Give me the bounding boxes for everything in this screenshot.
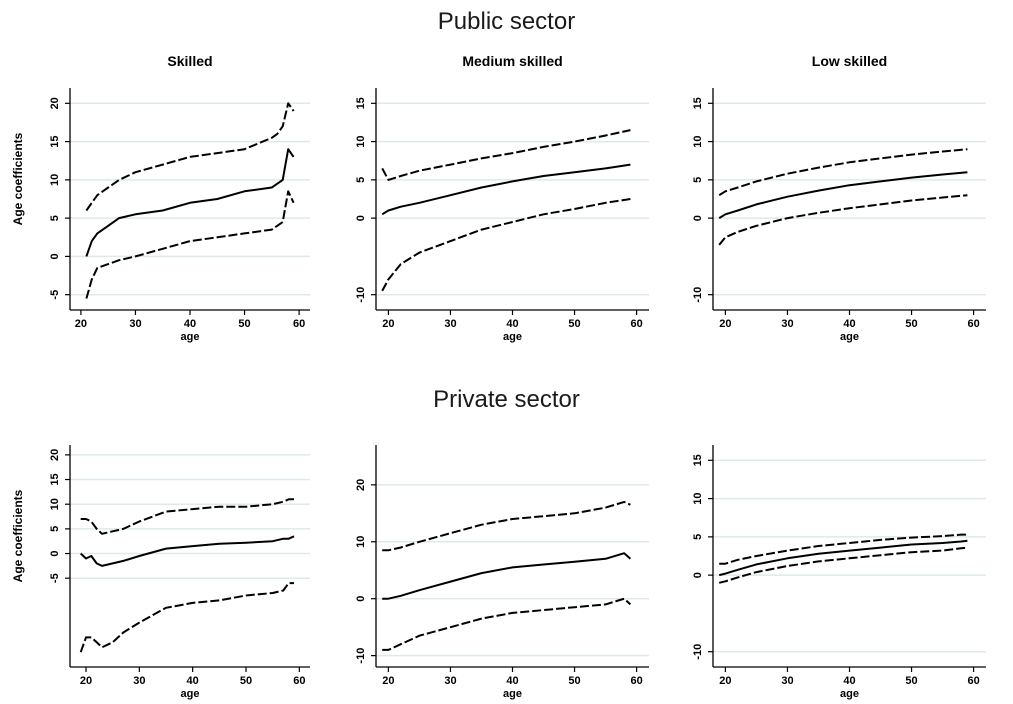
ytick-label-0-2: 5 xyxy=(49,215,61,221)
xtick-label-0-4: 60 xyxy=(293,318,305,330)
ytick-label-2-2: 5 xyxy=(692,177,704,183)
xtick-label-4-1: 30 xyxy=(444,675,456,687)
ytick-label-3-3: 10 xyxy=(49,498,61,510)
series-line-4-1 xyxy=(382,552,632,600)
xtick-label-3-2: 40 xyxy=(187,675,199,687)
ytick-label-3-4: 15 xyxy=(49,473,61,485)
xtick-label-1-0: 20 xyxy=(382,318,394,330)
xtick-label-4-2: 40 xyxy=(506,675,518,687)
xtick-label-0-0: 20 xyxy=(75,318,87,330)
ytick-label-1-0: -10 xyxy=(355,287,367,303)
panel-title-0: Skilled xyxy=(167,53,212,69)
panel-title-1: Medium skilled xyxy=(462,53,562,69)
series-line-4-0 xyxy=(382,500,631,552)
x-axis-label-3: age xyxy=(181,688,200,700)
ytick-label-0-0: -5 xyxy=(49,290,61,300)
series-line-5-2 xyxy=(718,546,968,584)
series-line-2-0 xyxy=(718,148,968,197)
x-axis-label-2: age xyxy=(840,331,859,343)
ytick-label-3-0: -5 xyxy=(49,573,61,583)
series-line-4-2 xyxy=(382,597,632,651)
x-axis-label-5: age xyxy=(840,688,859,700)
ytick-label-2-1: 0 xyxy=(692,215,704,221)
series-line-1-1 xyxy=(381,163,631,216)
series-line-0-2 xyxy=(85,190,295,299)
series-line-3-0 xyxy=(80,498,294,535)
xtick-label-5-3: 50 xyxy=(905,675,917,687)
xtick-label-0-3: 50 xyxy=(238,318,250,330)
series-line-5-1 xyxy=(718,539,968,577)
xtick-label-2-1: 30 xyxy=(781,318,793,330)
xtick-label-4-3: 50 xyxy=(568,675,580,687)
ytick-label-4-1: 0 xyxy=(355,596,367,602)
xtick-label-2-0: 20 xyxy=(719,318,731,330)
series-line-1-0 xyxy=(381,129,631,181)
xtick-label-5-0: 20 xyxy=(719,675,731,687)
xtick-label-5-1: 30 xyxy=(781,675,793,687)
xtick-label-4-4: 60 xyxy=(630,675,642,687)
xtick-label-3-0: 20 xyxy=(80,675,92,687)
ytick-label-3-1: 0 xyxy=(49,550,61,556)
x-axis-label-0: age xyxy=(181,331,200,343)
xtick-label-0-1: 30 xyxy=(129,318,141,330)
ytick-label-2-3: 10 xyxy=(692,135,704,147)
xtick-label-1-2: 40 xyxy=(506,318,518,330)
panel-title-2: Low skilled xyxy=(812,53,887,69)
ytick-label-2-4: 15 xyxy=(692,97,704,109)
ytick-label-5-1: 0 xyxy=(692,572,704,578)
ytick-label-2-0: -10 xyxy=(692,287,704,303)
ytick-label-1-1: 0 xyxy=(355,215,367,221)
x-axis-label-1: age xyxy=(503,331,522,343)
ytick-label-5-2: 5 xyxy=(692,534,704,540)
xtick-label-3-3: 50 xyxy=(240,675,252,687)
series-line-2-1 xyxy=(718,171,968,219)
ytick-label-5-3: 10 xyxy=(692,492,704,504)
series-line-1-2 xyxy=(381,198,631,292)
xtick-label-1-3: 50 xyxy=(568,318,580,330)
ytick-label-4-3: 20 xyxy=(355,479,367,491)
ytick-label-0-4: 15 xyxy=(49,135,61,147)
series-line-0-0 xyxy=(85,102,295,212)
ytick-label-4-2: 10 xyxy=(355,536,367,548)
ytick-label-1-3: 10 xyxy=(355,135,367,147)
ytick-label-4-0: -10 xyxy=(355,648,367,664)
y-axis-label-0: Age coefficients xyxy=(11,132,25,225)
ytick-label-1-4: 15 xyxy=(355,97,367,109)
xtick-label-2-2: 40 xyxy=(843,318,855,330)
xtick-label-0-2: 40 xyxy=(184,318,196,330)
ytick-label-0-3: 10 xyxy=(49,174,61,186)
ytick-label-5-4: 15 xyxy=(692,454,704,466)
series-line-5-0 xyxy=(719,533,968,565)
ytick-label-1-2: 5 xyxy=(355,177,367,183)
ytick-label-3-2: 5 xyxy=(49,526,61,532)
xtick-label-3-1: 30 xyxy=(133,675,145,687)
series-line-0-1 xyxy=(85,148,295,257)
series-line-2-2 xyxy=(718,194,968,246)
xtick-label-2-4: 60 xyxy=(967,318,979,330)
xtick-label-4-0: 20 xyxy=(382,675,394,687)
series-line-3-2 xyxy=(79,582,294,653)
xtick-label-5-2: 40 xyxy=(843,675,855,687)
y-axis-label-3: Age coefficients xyxy=(11,489,25,582)
private-sector-title: Private sector xyxy=(433,386,580,413)
xtick-label-3-4: 60 xyxy=(293,675,305,687)
xtick-label-5-4: 60 xyxy=(967,675,979,687)
ytick-label-3-5: 20 xyxy=(49,449,61,461)
public-sector-title: Public sector xyxy=(437,8,576,35)
xtick-label-2-3: 50 xyxy=(905,318,917,330)
ytick-label-0-5: 20 xyxy=(49,97,61,109)
xtick-label-1-1: 30 xyxy=(444,318,456,330)
xtick-label-1-4: 60 xyxy=(630,318,642,330)
series-line-3-1 xyxy=(80,535,295,567)
x-axis-label-4: age xyxy=(503,688,522,700)
ytick-label-0-1: 0 xyxy=(49,253,61,259)
ytick-label-5-0: -10 xyxy=(692,644,704,660)
